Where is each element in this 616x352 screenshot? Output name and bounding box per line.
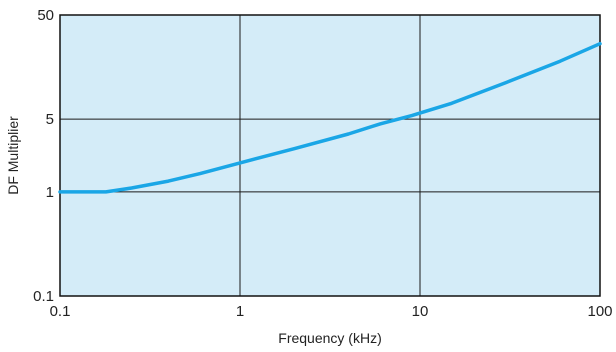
y-tick-label: 1 [46, 184, 54, 201]
plot-area [60, 15, 600, 296]
x-tick-label: 1 [236, 303, 244, 320]
y-tick-label: 50 [37, 7, 54, 24]
x-axis-label: Frequency (kHz) [278, 330, 381, 346]
x-tick-labels: 0.1 1 10 100 [50, 303, 613, 320]
y-axis-label: DF Multiplier [5, 116, 21, 195]
y-tick-label: 5 [46, 111, 54, 128]
y-tick-label: 0.1 [33, 288, 54, 305]
df-multiplier-line [58, 41, 602, 194]
x-tick-label: 0.1 [50, 303, 71, 320]
series-group [58, 41, 602, 194]
y-tick-labels: 0.1 1 5 50 [33, 7, 54, 305]
plot-frame [59, 14, 601, 297]
x-tick-label: 100 [587, 303, 612, 320]
x-tick-label: 10 [412, 303, 429, 320]
